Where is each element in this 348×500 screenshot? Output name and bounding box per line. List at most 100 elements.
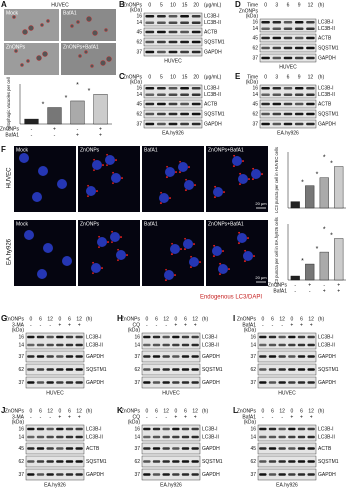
band xyxy=(143,335,151,339)
image-label: BafA1 xyxy=(63,10,77,16)
kda-label: 14 xyxy=(136,20,142,26)
kda-label: 45 xyxy=(18,446,24,452)
kda-unit: (kDa) xyxy=(130,79,143,85)
kda-label: 62 xyxy=(250,367,256,373)
band xyxy=(180,50,190,54)
lc3-punctum xyxy=(183,248,186,251)
treatment-value: 12 xyxy=(192,408,198,414)
band xyxy=(143,381,151,384)
blot-box xyxy=(257,363,317,376)
lc3-punctum xyxy=(87,184,89,187)
lc3-punctum xyxy=(261,173,263,176)
significance-star: * xyxy=(301,180,304,187)
band xyxy=(145,102,155,106)
band xyxy=(162,335,170,339)
kda-label: 16 xyxy=(250,426,256,432)
kda-label: 16 xyxy=(18,426,24,432)
vacuole xyxy=(86,16,92,22)
treatment-value: 12 xyxy=(76,316,82,322)
treatment-label: ZnONPs xyxy=(5,408,25,414)
treatment-value: 0 xyxy=(145,408,148,414)
condition-mark: + xyxy=(337,288,340,294)
treatment-value: + xyxy=(194,322,197,328)
band xyxy=(306,20,315,24)
band xyxy=(75,435,83,439)
kda-label: 16 xyxy=(134,426,140,432)
lc3-punctum xyxy=(238,231,241,234)
lc3-punctum xyxy=(102,164,104,167)
nucleus xyxy=(97,237,107,247)
band xyxy=(261,56,270,60)
treatment-value: 0 xyxy=(145,316,148,322)
scale-label: 20 μm xyxy=(255,201,267,206)
lc3-punctum xyxy=(253,255,255,258)
band xyxy=(191,460,199,463)
condition-mark: + xyxy=(99,132,102,138)
panel-letter: G xyxy=(1,314,7,323)
nucleus xyxy=(91,263,101,273)
band xyxy=(283,86,293,90)
band xyxy=(283,102,293,106)
band xyxy=(46,460,54,463)
band xyxy=(181,460,190,463)
lc3-punctum xyxy=(101,267,103,270)
band xyxy=(180,21,190,25)
band xyxy=(168,21,178,25)
band xyxy=(56,427,64,431)
protein-label: SQSTM1 xyxy=(204,39,225,45)
treatment-value: + xyxy=(58,414,61,420)
band xyxy=(278,355,286,358)
band xyxy=(162,381,170,384)
band xyxy=(278,335,286,339)
lc3-punctum xyxy=(165,176,168,179)
image-label: Mock xyxy=(16,221,28,227)
kda-label: 45 xyxy=(136,29,142,35)
scale-label: 20 μm xyxy=(255,275,267,280)
band xyxy=(306,46,315,50)
band xyxy=(259,460,267,463)
protein-label: LC3B-II xyxy=(318,92,335,98)
panel-letter: A xyxy=(1,0,7,9)
band xyxy=(65,460,74,463)
vacuole xyxy=(70,24,74,28)
lc3-punctum xyxy=(232,165,235,168)
lc3-punctum xyxy=(213,244,216,247)
blot-box xyxy=(141,376,201,389)
band xyxy=(294,86,304,90)
band xyxy=(278,368,286,371)
kda-label: 37 xyxy=(134,446,140,452)
band xyxy=(261,86,270,90)
band xyxy=(191,427,199,431)
band xyxy=(65,343,74,347)
band xyxy=(156,21,166,25)
lc3-punctum xyxy=(115,159,117,162)
y-axis-label: Autophagic vacuoles per cell xyxy=(6,77,11,130)
treatment-label: ZnONPs xyxy=(5,316,25,322)
kda-label: 37 xyxy=(18,380,24,386)
kda-label: 37 xyxy=(134,354,140,360)
band xyxy=(306,112,315,116)
band xyxy=(272,20,282,24)
lc3-punctum xyxy=(239,172,242,175)
band xyxy=(46,427,54,431)
bar xyxy=(305,263,315,281)
treatment-value: 6 xyxy=(184,316,187,322)
kda-unit: (kDa) xyxy=(128,419,141,425)
treatment-value: - xyxy=(146,322,148,328)
lc3-punctum xyxy=(117,259,119,262)
protein-label: LC3B-I xyxy=(202,426,218,432)
treatment-value: 0 xyxy=(290,408,293,414)
band xyxy=(143,473,151,476)
band xyxy=(145,93,155,97)
treatment-value: 0 xyxy=(174,316,177,322)
band xyxy=(152,381,161,384)
blot-box xyxy=(25,376,85,389)
band xyxy=(272,102,282,106)
lc3-punctum xyxy=(189,266,192,269)
band xyxy=(307,435,315,439)
fluorescence-image xyxy=(78,220,140,286)
nucleus xyxy=(37,269,47,279)
band xyxy=(75,335,83,339)
image-label: ZnONPs xyxy=(80,221,100,227)
band xyxy=(65,435,74,439)
